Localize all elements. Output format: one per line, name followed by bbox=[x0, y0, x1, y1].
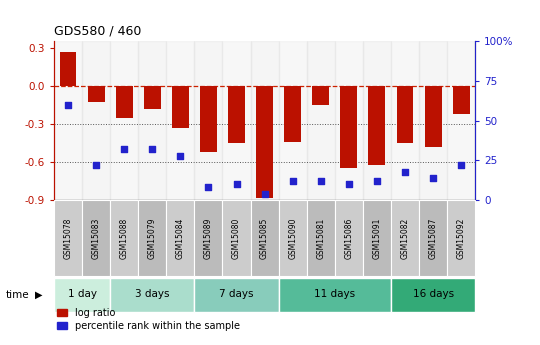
Text: 16 days: 16 days bbox=[413, 289, 454, 299]
Text: 3 days: 3 days bbox=[135, 289, 170, 299]
Text: GSM15088: GSM15088 bbox=[120, 217, 129, 259]
Legend: log ratio, percentile rank within the sample: log ratio, percentile rank within the sa… bbox=[53, 304, 244, 335]
Point bbox=[345, 181, 353, 187]
Bar bbox=[194, 41, 222, 200]
Bar bbox=[279, 41, 307, 200]
Text: GSM15086: GSM15086 bbox=[345, 217, 353, 259]
Text: GSM15090: GSM15090 bbox=[288, 217, 297, 259]
Text: GSM15089: GSM15089 bbox=[204, 217, 213, 259]
Text: GSM15087: GSM15087 bbox=[429, 217, 437, 259]
Bar bbox=[251, 41, 279, 200]
Bar bbox=[194, 200, 222, 276]
Point bbox=[288, 178, 297, 184]
Text: GSM15091: GSM15091 bbox=[373, 217, 381, 259]
Bar bbox=[54, 200, 82, 276]
Bar bbox=[279, 200, 307, 276]
Text: GSM15078: GSM15078 bbox=[64, 217, 72, 259]
Bar bbox=[363, 41, 391, 200]
Bar bbox=[391, 278, 475, 312]
Text: GDS580 / 460: GDS580 / 460 bbox=[54, 24, 141, 38]
Bar bbox=[222, 41, 251, 200]
Point bbox=[316, 178, 325, 184]
Point bbox=[64, 102, 72, 108]
Bar bbox=[138, 200, 166, 276]
Point bbox=[429, 175, 437, 181]
Bar bbox=[116, 86, 133, 118]
Bar bbox=[87, 86, 105, 102]
Bar bbox=[307, 41, 335, 200]
Bar bbox=[166, 41, 194, 200]
Bar bbox=[340, 86, 357, 168]
Text: 7 days: 7 days bbox=[219, 289, 254, 299]
Bar bbox=[222, 200, 251, 276]
Bar bbox=[54, 278, 110, 312]
Bar bbox=[54, 41, 82, 200]
Text: GSM15085: GSM15085 bbox=[260, 217, 269, 259]
Bar bbox=[138, 41, 166, 200]
Bar bbox=[256, 86, 273, 198]
Bar bbox=[447, 200, 475, 276]
Bar bbox=[144, 86, 161, 109]
Text: GSM15080: GSM15080 bbox=[232, 217, 241, 259]
Bar bbox=[419, 200, 447, 276]
Point bbox=[204, 185, 213, 190]
Point bbox=[176, 153, 185, 158]
Text: GSM15081: GSM15081 bbox=[316, 217, 325, 259]
Bar bbox=[284, 86, 301, 142]
Bar bbox=[419, 41, 447, 200]
Text: GSM15083: GSM15083 bbox=[92, 217, 100, 259]
Bar bbox=[396, 86, 414, 143]
Point bbox=[260, 191, 269, 197]
Bar bbox=[391, 41, 419, 200]
Bar bbox=[447, 41, 475, 200]
Bar bbox=[110, 200, 138, 276]
Bar bbox=[251, 200, 279, 276]
Bar bbox=[82, 41, 110, 200]
Point bbox=[232, 181, 241, 187]
Bar bbox=[59, 51, 77, 86]
Bar bbox=[228, 86, 245, 143]
Bar bbox=[312, 86, 329, 105]
Bar bbox=[110, 278, 194, 312]
Bar bbox=[194, 278, 279, 312]
Point bbox=[457, 162, 465, 168]
Text: time: time bbox=[5, 290, 29, 300]
Bar bbox=[166, 200, 194, 276]
Bar bbox=[110, 41, 138, 200]
Point bbox=[148, 147, 157, 152]
Bar bbox=[82, 200, 110, 276]
Bar bbox=[335, 200, 363, 276]
Bar bbox=[391, 200, 419, 276]
Bar bbox=[453, 86, 470, 114]
Text: ▶: ▶ bbox=[35, 290, 43, 300]
Point bbox=[373, 178, 381, 184]
Bar bbox=[172, 86, 189, 128]
Text: 11 days: 11 days bbox=[314, 289, 355, 299]
Text: GSM15079: GSM15079 bbox=[148, 217, 157, 259]
Bar bbox=[368, 86, 386, 165]
Text: GSM15092: GSM15092 bbox=[457, 217, 465, 259]
Bar bbox=[424, 86, 442, 147]
Text: GSM15084: GSM15084 bbox=[176, 217, 185, 259]
Bar bbox=[200, 86, 217, 152]
Text: 1 day: 1 day bbox=[68, 289, 97, 299]
Point bbox=[120, 147, 129, 152]
Bar bbox=[307, 200, 335, 276]
Point bbox=[92, 162, 100, 168]
Bar bbox=[279, 278, 391, 312]
Bar bbox=[335, 41, 363, 200]
Bar bbox=[363, 200, 391, 276]
Text: GSM15082: GSM15082 bbox=[401, 217, 409, 259]
Point bbox=[401, 169, 409, 174]
